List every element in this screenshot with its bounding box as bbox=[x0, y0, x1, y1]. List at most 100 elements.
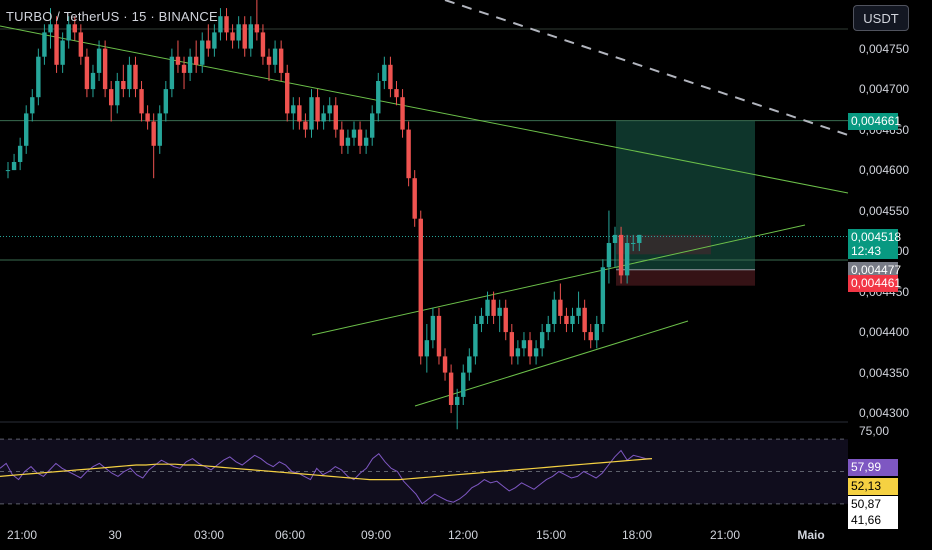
rsi-tick-label: 75,00 bbox=[859, 424, 890, 439]
price-tick-label: 0,004350 bbox=[859, 365, 910, 380]
time-tick-label: 12:00 bbox=[447, 528, 479, 542]
candle bbox=[503, 307, 508, 333]
candle bbox=[552, 299, 557, 324]
candle bbox=[418, 218, 423, 357]
rsi-value-tag: 57,99 bbox=[848, 459, 898, 476]
candle bbox=[376, 80, 381, 114]
candle bbox=[242, 24, 247, 49]
candle bbox=[200, 40, 205, 65]
candle bbox=[600, 267, 606, 324]
candle bbox=[473, 323, 478, 357]
candle bbox=[303, 121, 308, 130]
candle bbox=[11, 161, 17, 171]
candle bbox=[521, 340, 527, 349]
candle bbox=[612, 234, 618, 243]
candle bbox=[145, 113, 150, 122]
rsi-line bbox=[0, 449, 652, 505]
candle bbox=[637, 234, 642, 243]
price-tag-value: 0,004477 bbox=[851, 262, 902, 277]
candle bbox=[631, 242, 636, 244]
price-tick-label: 0,004300 bbox=[859, 406, 910, 421]
candle bbox=[254, 24, 260, 33]
price-tag: 0,004518 12:43 bbox=[848, 228, 901, 259]
price-tag-value: 0,004661 bbox=[851, 113, 902, 128]
candle bbox=[54, 24, 59, 65]
candle bbox=[448, 372, 454, 405]
candle bbox=[321, 113, 326, 122]
price-tick-label: 0,004700 bbox=[859, 82, 910, 97]
candle bbox=[357, 129, 363, 146]
channel-lower-line bbox=[414, 320, 689, 407]
time-tick-label: 30 bbox=[108, 528, 122, 542]
candle bbox=[370, 113, 375, 138]
candle bbox=[345, 137, 351, 146]
candle bbox=[272, 48, 278, 65]
rsi-value-tag: 41,66 bbox=[848, 512, 898, 529]
candle bbox=[248, 24, 253, 49]
candle bbox=[212, 32, 217, 49]
time-tick-label: 06:00 bbox=[274, 528, 306, 542]
candle bbox=[412, 178, 417, 219]
candle bbox=[297, 105, 302, 122]
candle bbox=[157, 113, 162, 146]
candle bbox=[78, 32, 84, 57]
candle bbox=[442, 356, 448, 373]
candle bbox=[17, 145, 23, 162]
candle bbox=[327, 105, 332, 114]
candle bbox=[539, 332, 545, 349]
candle bbox=[224, 16, 229, 33]
current-zone bbox=[616, 234, 711, 255]
candle bbox=[564, 315, 569, 324]
price-tag-value: 0,004461 bbox=[851, 275, 902, 290]
candle bbox=[454, 396, 460, 405]
candle bbox=[467, 356, 472, 373]
time-tick-label: 21:00 bbox=[6, 528, 38, 542]
price-tag: 0,004661 bbox=[848, 112, 902, 130]
candle bbox=[84, 56, 90, 90]
candle bbox=[479, 315, 484, 324]
candle bbox=[509, 332, 515, 357]
rsi-value-tag: 52,13 bbox=[848, 478, 898, 495]
time-tick-label: 09:00 bbox=[360, 528, 392, 542]
bar-countdown: 12:43 bbox=[851, 243, 882, 258]
candle bbox=[169, 56, 175, 90]
candle bbox=[363, 137, 369, 146]
candle bbox=[333, 105, 338, 130]
candle bbox=[291, 105, 296, 114]
candle bbox=[618, 234, 624, 276]
candle bbox=[24, 113, 29, 146]
channel-upper-line bbox=[311, 224, 806, 336]
candle bbox=[230, 32, 235, 41]
candle bbox=[72, 24, 77, 33]
candle bbox=[266, 56, 272, 65]
price-tick-label: 0,004600 bbox=[859, 163, 910, 178]
candle bbox=[30, 97, 35, 114]
price-tick-label: 0,004750 bbox=[859, 41, 910, 56]
candle bbox=[424, 340, 430, 357]
candle bbox=[218, 16, 223, 33]
candle bbox=[436, 315, 442, 357]
candle bbox=[115, 80, 120, 106]
rsi-value-tag: 50,87 bbox=[848, 496, 898, 513]
candle bbox=[5, 170, 11, 172]
candle bbox=[570, 315, 575, 324]
currency-button[interactable]: USDT bbox=[853, 5, 909, 31]
candle bbox=[594, 323, 599, 341]
candle bbox=[430, 315, 436, 341]
time-tick-label: 03:00 bbox=[193, 528, 225, 542]
candle bbox=[151, 121, 156, 146]
candle bbox=[36, 56, 41, 98]
candle bbox=[206, 40, 211, 49]
candle bbox=[351, 129, 357, 138]
candle bbox=[90, 72, 96, 90]
price-tag: 0,004461 bbox=[848, 274, 902, 292]
candle bbox=[260, 32, 266, 57]
candle bbox=[108, 89, 114, 106]
price-tag: 0,004477 bbox=[848, 261, 902, 279]
candle bbox=[133, 64, 138, 90]
candle bbox=[588, 332, 593, 341]
candle bbox=[139, 89, 144, 114]
candle bbox=[558, 299, 563, 316]
candle bbox=[66, 24, 71, 41]
